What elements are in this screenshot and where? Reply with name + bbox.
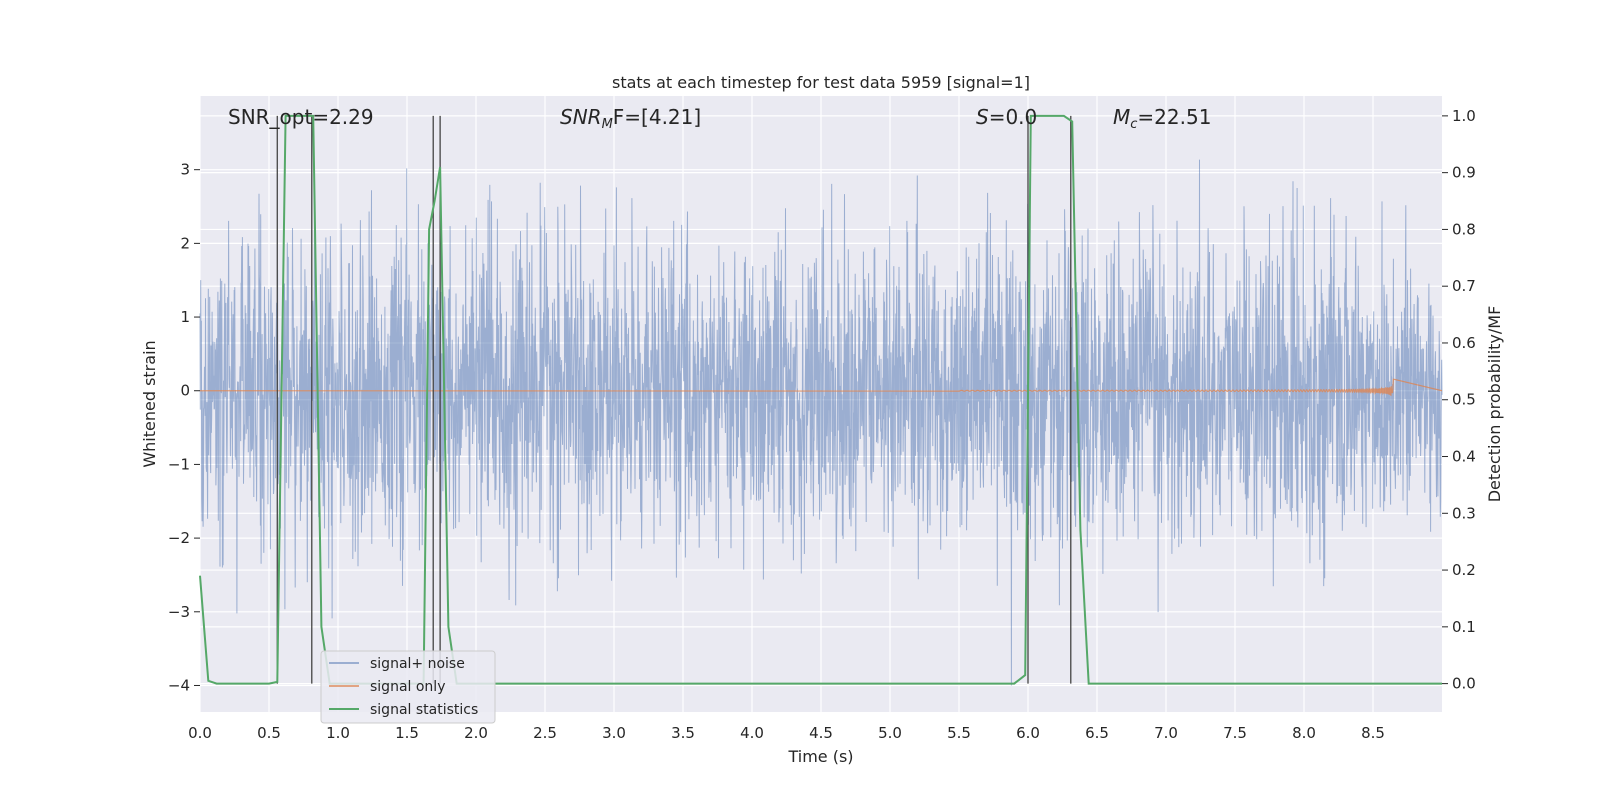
y-left-axis-label: Whitened strain [140,340,159,467]
y-right-axis-label: Detection probability/MF [1485,306,1504,503]
y-right-tick-label: 0.5 [1452,391,1476,409]
x-tick-label: 0.5 [257,724,281,742]
x-tick-label: 1.0 [326,724,350,742]
x-tick-label: 7.0 [1154,724,1178,742]
signal-noise-series [199,159,1443,686]
annotation-s: S=0.0 [976,105,1037,129]
y-left-tick-label: −4 [168,676,190,694]
y-right-tick-label: 0.0 [1452,675,1476,693]
y-left-tick-label: −3 [168,603,190,621]
y-right-tick-label: 1.0 [1452,107,1476,125]
x-tick-label: 3.0 [602,724,626,742]
signal-statistics-line [199,114,1442,685]
y-left-tick-label: −1 [168,455,190,473]
x-tick-label: 1.5 [395,724,419,742]
chart-title: stats at each timestep for test data 595… [612,73,1030,92]
signal-statistics-series [199,114,1442,685]
y-right-tick-label: 0.7 [1452,277,1476,295]
legend: signal+ noise signal only signal statist… [320,650,496,724]
x-tick-label: 2.5 [533,724,557,742]
y-right-tick-labels: 1.0 0.9 0.8 0.7 0.6 0.5 0.4 0.3 0.2 0.1 0.0 [1442,107,1476,693]
legend-label-signal-statistics: signal statistics [370,702,478,718]
x-tick-label: 4.5 [809,724,833,742]
x-tick-label: 3.5 [671,724,695,742]
y-left-tick-label: 1 [180,308,190,326]
x-tick-label: 8.5 [1361,724,1385,742]
legend-box [320,650,496,724]
y-right-tick-label: 0.8 [1452,220,1476,238]
x-tick-label: 6.0 [1016,724,1040,742]
x-tick-label: 5.0 [878,724,902,742]
signal-only-line [199,378,1443,396]
y-right-tick-label: 0.9 [1452,164,1476,182]
annotation-snr-opt: SNR_opt=2.29 [228,105,374,129]
y-right-tick-label: 0.3 [1452,504,1476,522]
y-right-tick-label: 0.1 [1452,618,1476,636]
x-tick-label: 7.5 [1223,724,1247,742]
legend-label-signal-only: signal only [370,679,445,695]
y-left-tick-labels: 3 2 1 0 −1 −2 −3 −4 [168,161,200,694]
x-axis-label: Time (s) [787,747,853,766]
y-left-tick-label: −2 [168,529,190,547]
x-tick-label: 5.5 [947,724,971,742]
y-right-tick-label: 0.2 [1452,561,1476,579]
x-tick-label: 4.0 [740,724,764,742]
x-tick-label: 0.0 [188,724,212,742]
y-left-tick-label: 3 [180,161,190,179]
y-left-tick-label: 2 [180,234,190,252]
y-right-tick-label: 0.4 [1452,448,1476,466]
annotation-snr-mf: SNRMF=[4.21] [560,105,701,132]
x-tick-label: 6.5 [1085,724,1109,742]
signal-noise-line [199,159,1443,686]
x-tick-label: 2.0 [464,724,488,742]
x-tick-labels: 0.0 0.5 1.0 1.5 2.0 2.5 3.0 3.5 4.0 4.5 5.0 5.5 6.0 6… [188,724,1385,742]
y-left-tick-label: 0 [180,382,190,400]
legend-label-signal-noise: signal+ noise [370,656,465,672]
annotation-mc: Mc=22.51 [1113,105,1211,132]
y-right-tick-label: 0.6 [1452,334,1476,352]
x-tick-label: 8.0 [1292,724,1316,742]
signal-only-series [199,378,1443,396]
